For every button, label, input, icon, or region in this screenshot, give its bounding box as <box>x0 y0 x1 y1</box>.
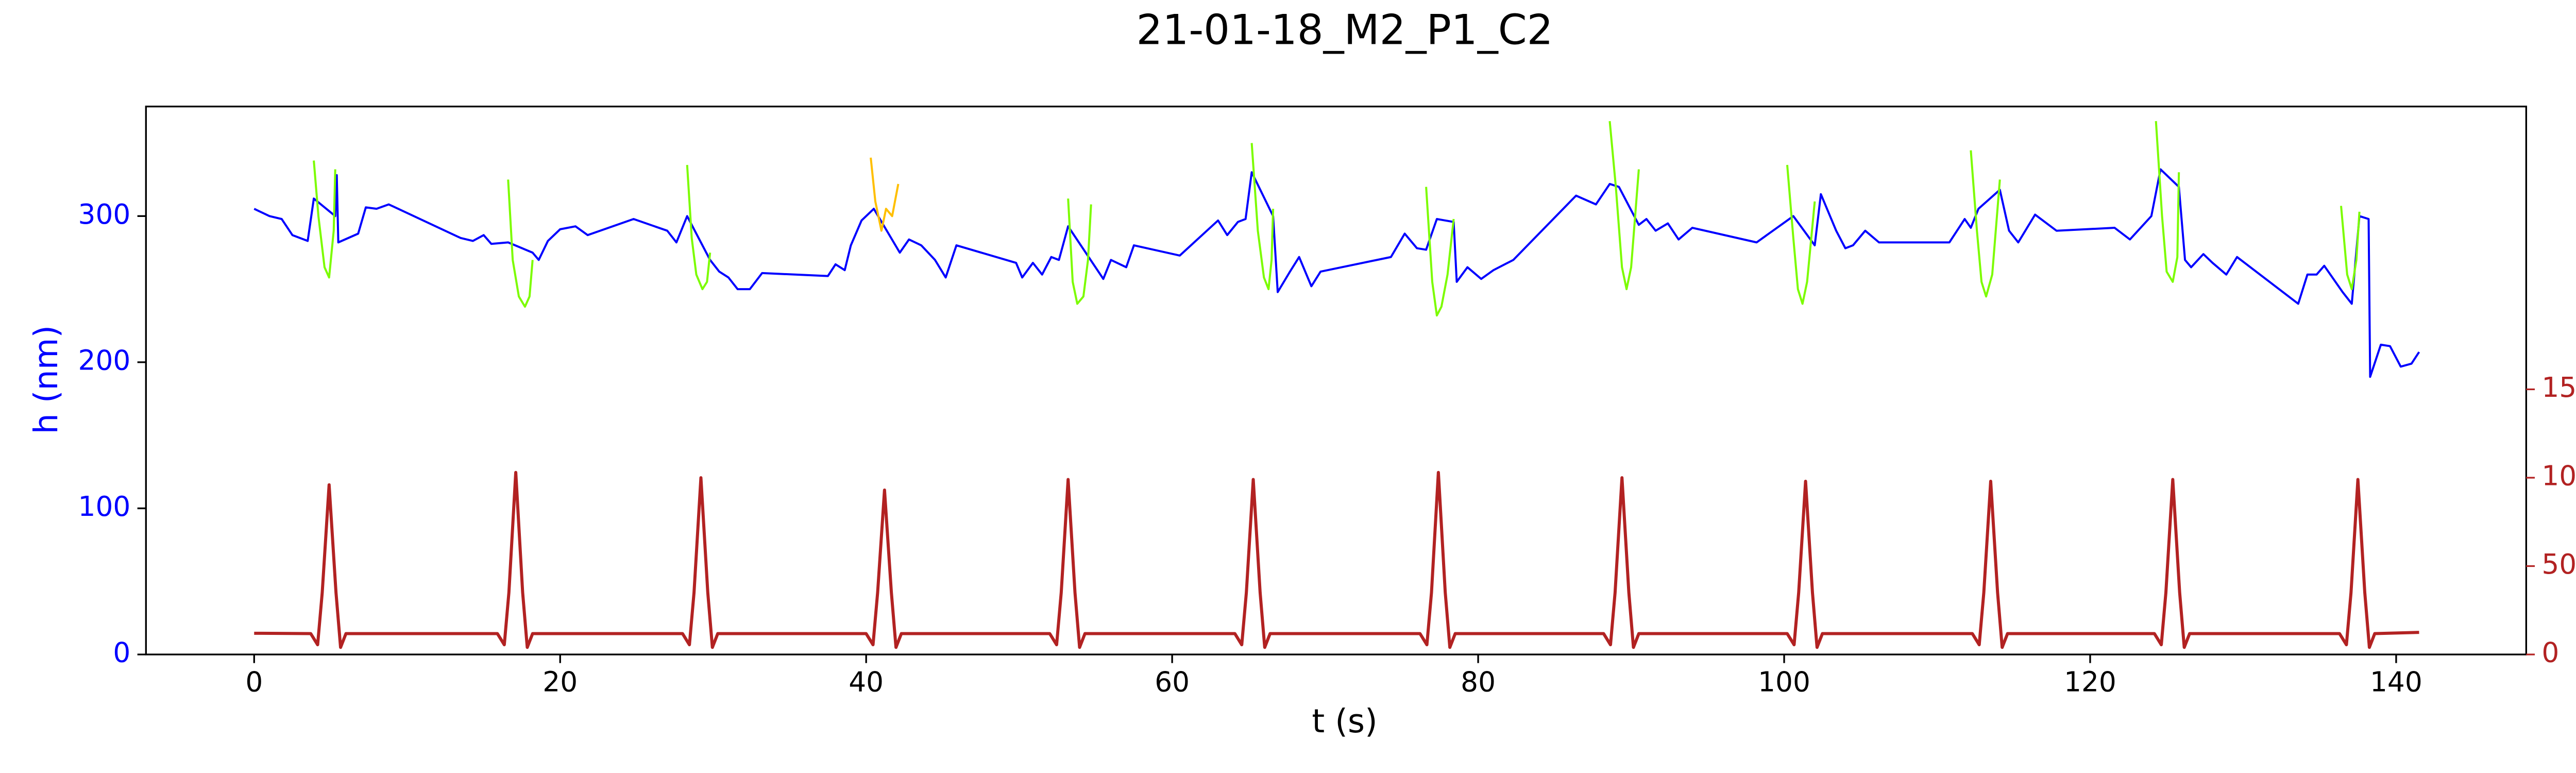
y-tick-label: 200 <box>78 344 131 377</box>
data-line <box>313 121 2361 317</box>
x-tick-label: 100 <box>1758 665 1810 698</box>
y2-tick-label: 1000 <box>2541 460 2576 492</box>
x-tick-label: 40 <box>849 665 884 698</box>
data-line <box>253 168 2420 378</box>
data-line <box>254 470 2419 649</box>
data-line <box>870 157 900 232</box>
x-tick-label: 0 <box>245 665 263 698</box>
y-axis-label: h (nm) <box>27 325 65 434</box>
y2-tick-label: 1500 <box>2541 371 2576 404</box>
x-axis-label: t (s) <box>1312 702 1377 740</box>
y-tick-label: 0 <box>113 636 130 669</box>
x-tick-label: 60 <box>1155 665 1190 698</box>
y-tick-label: 100 <box>78 490 131 523</box>
y-tick-label: 300 <box>78 198 131 230</box>
plot-frame <box>145 106 2527 656</box>
x-tick-label: 140 <box>2370 665 2422 698</box>
x-tick-label: 80 <box>1461 665 1496 698</box>
y2-tick-label: 500 <box>2541 548 2576 580</box>
x-tick-label: 20 <box>543 665 578 698</box>
y2-tick-label: 0 <box>2541 636 2559 669</box>
x-tick-label: 120 <box>2064 665 2116 698</box>
chart-title: 21-01-18_M2_P1_C2 <box>1137 6 1553 54</box>
